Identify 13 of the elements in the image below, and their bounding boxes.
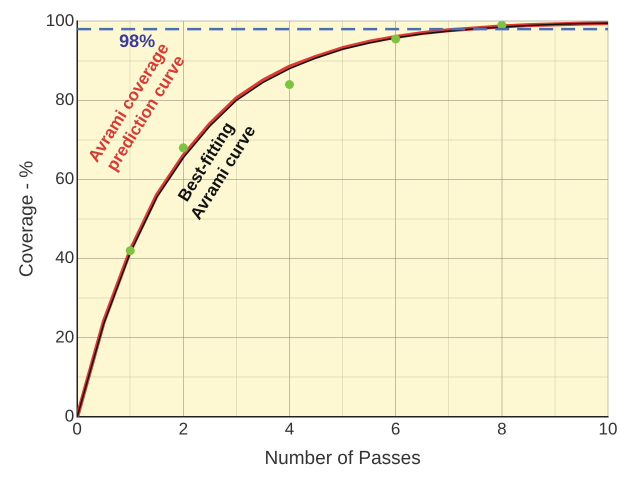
x-tick-label: 4 — [284, 420, 294, 439]
y-tick-label: 40 — [55, 248, 74, 268]
x-tick-label: 10 — [598, 420, 618, 439]
x-tick-label: 6 — [390, 420, 400, 439]
y-axis-title: Coverage - % — [16, 160, 38, 278]
x-axis-title: Number of Passes — [264, 448, 421, 469]
y-tick-label: 100 — [46, 10, 74, 30]
x-tick-label: 2 — [178, 420, 188, 439]
x-tick-label: 8 — [497, 420, 507, 439]
y-tick-label: 60 — [55, 169, 74, 188]
y-tick-label: 20 — [55, 327, 74, 346]
y-tick-label: 0 — [64, 406, 74, 426]
y-tick-label: 80 — [55, 90, 74, 110]
